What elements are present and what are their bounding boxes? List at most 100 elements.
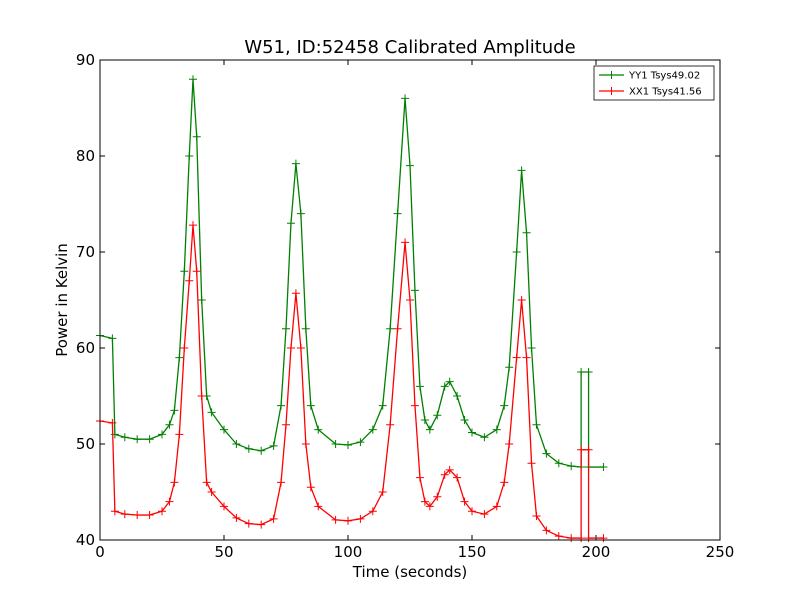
axis-ticks: 0 50 100 150 200 250 40 50 60 70 80 90 bbox=[76, 51, 734, 561]
data-point bbox=[500, 478, 509, 487]
data-point bbox=[175, 430, 184, 439]
data-point bbox=[189, 221, 197, 230]
data-point bbox=[192, 267, 201, 276]
data-point bbox=[331, 515, 340, 524]
data-point bbox=[356, 438, 365, 447]
legend-box bbox=[593, 65, 715, 101]
data-point bbox=[220, 425, 228, 434]
data-point bbox=[453, 392, 462, 400]
data-point bbox=[314, 425, 323, 434]
data-point bbox=[492, 502, 501, 511]
data-point bbox=[180, 344, 189, 352]
data-point bbox=[554, 532, 563, 541]
legend-label: XX1 Tsys41.56 bbox=[629, 87, 702, 98]
data-point bbox=[527, 459, 536, 468]
data-point bbox=[277, 478, 286, 487]
data-point bbox=[180, 267, 189, 276]
data-point bbox=[202, 478, 211, 487]
data-point bbox=[296, 209, 305, 218]
data-point bbox=[532, 420, 541, 429]
data-point bbox=[415, 473, 424, 482]
legend-marker bbox=[607, 87, 616, 95]
data-point bbox=[197, 296, 206, 304]
data-point bbox=[133, 435, 142, 444]
data-point bbox=[378, 401, 387, 410]
data-point bbox=[120, 510, 129, 519]
data-point bbox=[301, 440, 310, 448]
data-point bbox=[393, 324, 402, 333]
data-point bbox=[517, 166, 526, 175]
data-point bbox=[232, 513, 241, 522]
data-point bbox=[468, 428, 476, 437]
data-point bbox=[505, 363, 514, 372]
data-point bbox=[286, 219, 295, 228]
x-tick-label: 150 bbox=[458, 543, 487, 561]
chart-title: W51, ID:52458 Calibrated Amplitude bbox=[244, 37, 575, 58]
data-point bbox=[393, 209, 402, 218]
data-point bbox=[269, 514, 278, 523]
legend-label: YY1 Tsys49.02 bbox=[628, 71, 700, 82]
data-point bbox=[480, 433, 489, 442]
data-point bbox=[175, 353, 184, 362]
series-yy1 bbox=[96, 75, 608, 472]
data-point bbox=[170, 406, 179, 415]
data-point bbox=[368, 507, 377, 516]
data-point bbox=[433, 411, 442, 420]
y-tick-label: 80 bbox=[76, 147, 95, 165]
data-point bbox=[286, 344, 295, 352]
series-layer bbox=[96, 75, 608, 543]
x-tick-label: 100 bbox=[334, 543, 363, 561]
data-point bbox=[108, 418, 117, 427]
data-point bbox=[420, 416, 429, 424]
data-point bbox=[368, 425, 377, 434]
data-point bbox=[158, 507, 166, 516]
data-point bbox=[158, 430, 166, 439]
data-point bbox=[505, 440, 514, 448]
data-point bbox=[522, 228, 531, 237]
data-point bbox=[445, 465, 454, 474]
x-tick-label: 200 bbox=[582, 543, 611, 561]
data-point bbox=[410, 401, 419, 410]
data-point bbox=[554, 459, 563, 468]
data-point bbox=[232, 440, 241, 448]
data-point bbox=[145, 511, 154, 520]
data-point bbox=[108, 334, 117, 343]
data-point bbox=[406, 161, 414, 170]
data-point bbox=[401, 94, 410, 103]
y-tick-label: 70 bbox=[76, 243, 95, 261]
data-point bbox=[584, 445, 593, 454]
data-point bbox=[425, 502, 434, 511]
data-point bbox=[453, 473, 462, 482]
data-point bbox=[291, 289, 300, 298]
data-point bbox=[282, 420, 290, 429]
data-point bbox=[344, 440, 352, 449]
data-point bbox=[542, 449, 551, 458]
data-point bbox=[468, 507, 476, 516]
data-point bbox=[207, 488, 216, 496]
data-point bbox=[460, 497, 469, 506]
y-tick-label: 60 bbox=[76, 339, 95, 357]
data-point bbox=[512, 248, 521, 256]
data-point bbox=[522, 353, 531, 362]
data-point bbox=[257, 446, 266, 455]
data-point bbox=[599, 463, 608, 472]
data-point bbox=[500, 401, 509, 410]
data-point bbox=[433, 492, 442, 501]
data-point bbox=[401, 238, 410, 247]
data-point bbox=[165, 420, 174, 429]
data-point bbox=[356, 514, 365, 523]
data-point bbox=[257, 520, 266, 529]
data-point bbox=[277, 401, 286, 410]
data-point bbox=[220, 502, 228, 511]
data-point bbox=[517, 296, 526, 304]
data-point bbox=[567, 534, 576, 543]
data-point bbox=[440, 470, 449, 479]
data-point bbox=[314, 502, 323, 511]
data-point bbox=[244, 519, 253, 528]
data-point bbox=[542, 526, 551, 535]
y-axis-label: Power in Kelvin bbox=[53, 243, 71, 357]
data-point bbox=[133, 511, 142, 520]
data-point bbox=[577, 445, 586, 454]
data-point bbox=[110, 507, 119, 516]
